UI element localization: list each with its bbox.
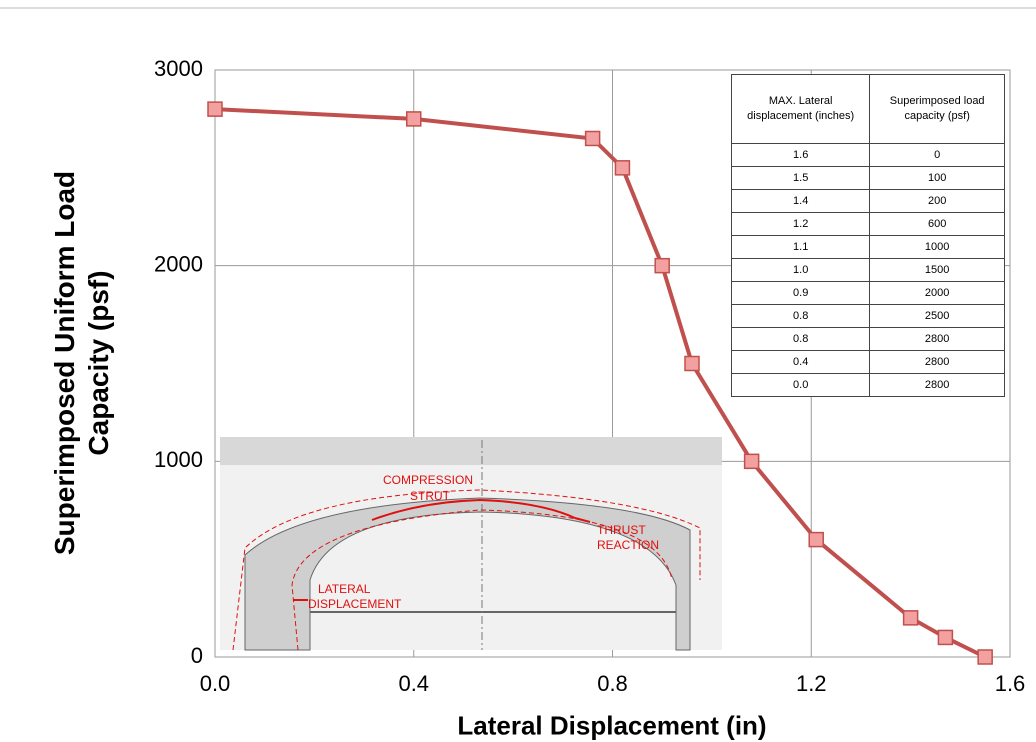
table-cell: 600 bbox=[870, 213, 1005, 236]
inset-ground bbox=[220, 437, 722, 465]
table-header-cell: Superimposed load capacity (psf) bbox=[870, 75, 1005, 144]
table-cell: 0.0 bbox=[732, 374, 870, 397]
table-cell: 1.2 bbox=[732, 213, 870, 236]
y-tick-label: 2000 bbox=[154, 251, 203, 276]
table-header-cell: MAX. Lateral displacement (inches) bbox=[732, 75, 870, 144]
table-cell: 0 bbox=[870, 144, 1005, 167]
table-cell: 1.5 bbox=[732, 167, 870, 190]
table-cell: 0.8 bbox=[732, 328, 870, 351]
y-axis-title: Superimposed Uniform Load Capacity (psf) bbox=[48, 128, 116, 598]
table-cell: 2800 bbox=[870, 351, 1005, 374]
table-cell: 2800 bbox=[870, 374, 1005, 397]
table-cell: 100 bbox=[870, 167, 1005, 190]
table-cell: 1.4 bbox=[732, 190, 870, 213]
table-cell: 1.0 bbox=[732, 259, 870, 282]
table-cell: 0.4 bbox=[732, 351, 870, 374]
x-tick-label: 0.8 bbox=[597, 671, 628, 696]
inset-label: DISPLACEMENT bbox=[308, 597, 402, 611]
data-table: MAX. Lateral displacement (inches)Superi… bbox=[731, 74, 1005, 397]
marker bbox=[655, 259, 669, 273]
marker bbox=[407, 112, 421, 126]
marker bbox=[586, 131, 600, 145]
inset-label: THRUST bbox=[597, 523, 646, 537]
marker bbox=[685, 357, 699, 371]
table-cell: 0.9 bbox=[732, 282, 870, 305]
marker bbox=[745, 454, 759, 468]
marker bbox=[938, 630, 952, 644]
inset-label: COMPRESSION bbox=[383, 473, 473, 487]
marker bbox=[809, 533, 823, 547]
table-cell: 1000 bbox=[870, 236, 1005, 259]
table-cell: 200 bbox=[870, 190, 1005, 213]
inset-label: REACTION bbox=[597, 538, 659, 552]
table-cell: 1.6 bbox=[732, 144, 870, 167]
table-cell: 1500 bbox=[870, 259, 1005, 282]
x-tick-label: 0.0 bbox=[200, 671, 231, 696]
x-axis-title: Lateral Displacement (in) bbox=[457, 711, 766, 742]
marker bbox=[978, 650, 992, 664]
marker bbox=[208, 102, 222, 116]
table-cell: 0.8 bbox=[732, 305, 870, 328]
x-tick-label: 0.4 bbox=[398, 671, 429, 696]
table-cell: 1.1 bbox=[732, 236, 870, 259]
table-cell: 2500 bbox=[870, 305, 1005, 328]
y-tick-label: 3000 bbox=[154, 56, 203, 81]
x-tick-label: 1.2 bbox=[796, 671, 827, 696]
table-cell: 2000 bbox=[870, 282, 1005, 305]
inset-label: LATERAL bbox=[318, 582, 371, 596]
marker bbox=[615, 161, 629, 175]
inset-label: STRUT bbox=[410, 489, 451, 503]
y-tick-label: 0 bbox=[191, 643, 203, 668]
table-header-row: MAX. Lateral displacement (inches)Superi… bbox=[732, 75, 1005, 144]
page: COMPRESSION STRUT THRUSTREACTION LATERALDIS… bbox=[0, 0, 1036, 742]
table-cell: 2800 bbox=[870, 328, 1005, 351]
marker bbox=[904, 611, 918, 625]
y-tick-label: 1000 bbox=[154, 447, 203, 472]
x-tick-label: 1.6 bbox=[995, 671, 1026, 696]
